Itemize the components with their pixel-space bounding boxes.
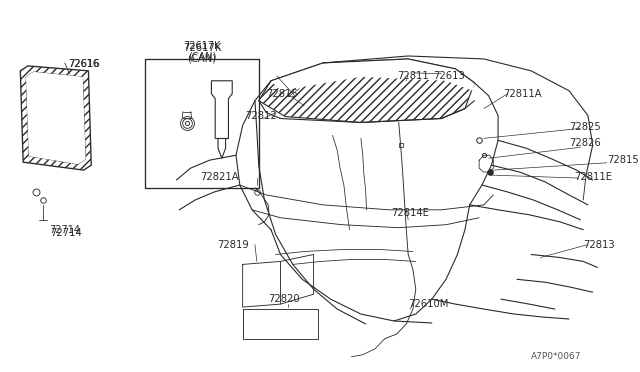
Text: 72815: 72815: [266, 89, 298, 99]
Text: 72714: 72714: [51, 228, 83, 238]
Text: 72613: 72613: [433, 71, 465, 81]
Text: 72814E: 72814E: [391, 208, 429, 218]
Text: 72811A: 72811A: [503, 89, 541, 99]
Text: A7P0*0067: A7P0*0067: [531, 352, 582, 361]
Text: 72811E: 72811E: [573, 172, 612, 182]
Text: (CAN): (CAN): [188, 51, 216, 61]
Text: 72714: 72714: [49, 225, 80, 235]
Text: 72610M: 72610M: [408, 299, 449, 309]
Text: 72813: 72813: [583, 240, 615, 250]
Text: 72826: 72826: [569, 138, 601, 148]
Text: 72819: 72819: [217, 240, 249, 250]
Polygon shape: [26, 72, 86, 164]
Text: 72617K: 72617K: [183, 43, 221, 53]
Polygon shape: [271, 59, 474, 91]
Text: 72812: 72812: [246, 110, 277, 121]
Text: 72825: 72825: [569, 122, 601, 132]
Text: 72616: 72616: [68, 59, 100, 69]
Text: (CAN): (CAN): [188, 53, 216, 63]
Text: 72820: 72820: [268, 294, 300, 304]
Text: 72617K: 72617K: [183, 41, 221, 51]
Text: 72821A: 72821A: [200, 172, 239, 182]
Text: 72815: 72815: [607, 155, 639, 165]
Text: 72616: 72616: [68, 59, 99, 69]
Bar: [145, 59, 259, 188]
Text: 72811: 72811: [397, 71, 429, 81]
